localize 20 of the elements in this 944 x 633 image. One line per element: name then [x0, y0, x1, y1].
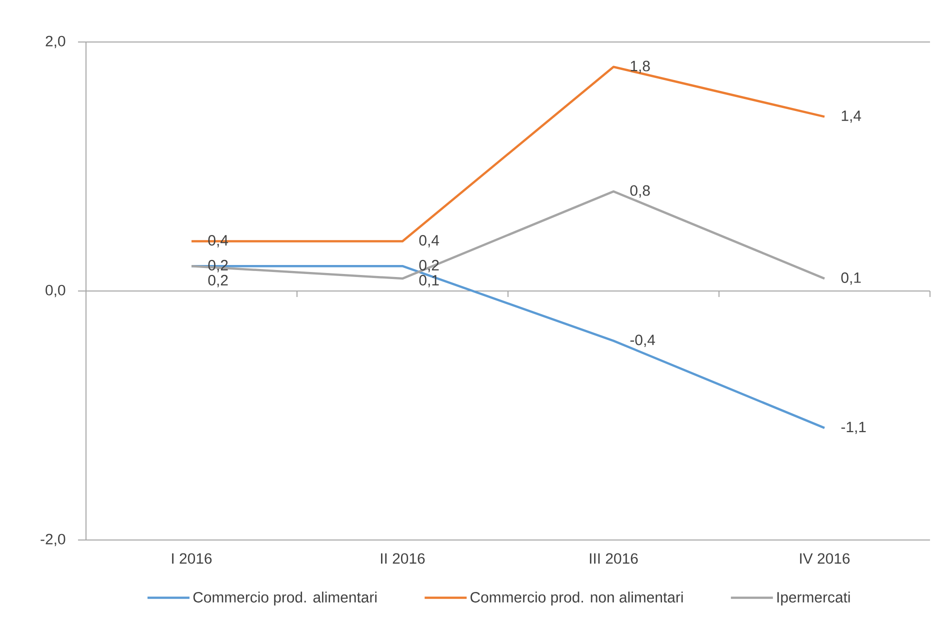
data-label: 0,1 [419, 274, 439, 288]
data-label: 0,2 [208, 274, 228, 288]
data-label: -1,1 [841, 422, 866, 434]
data-label: 0,1 [841, 272, 861, 285]
x-tick-label: II 2016 [381, 553, 425, 564]
x-tick-label: IV 2016 [800, 553, 850, 564]
legend-label: Commercio prod. alimentari [193, 592, 376, 606]
x-tick-label: I 2016 [172, 553, 212, 564]
y-tick-label: 2,0 [46, 36, 66, 48]
legend-label: Ipermercati [777, 592, 850, 606]
data-label: 1,4 [842, 110, 862, 123]
data-label: 0,8 [630, 185, 650, 198]
data-label: 1,8 [630, 60, 650, 74]
data-label: 0,4 [419, 235, 440, 248]
data-label: 0,2 [419, 260, 439, 272]
y-tick-label: 0,0 [46, 284, 66, 298]
data-label: -0,4 [630, 334, 656, 347]
x-tick-label: III 2016 [590, 553, 638, 564]
y-tick-label: -2,0 [40, 534, 66, 546]
legend-label: Commercio prod. non alimentari [470, 592, 683, 606]
